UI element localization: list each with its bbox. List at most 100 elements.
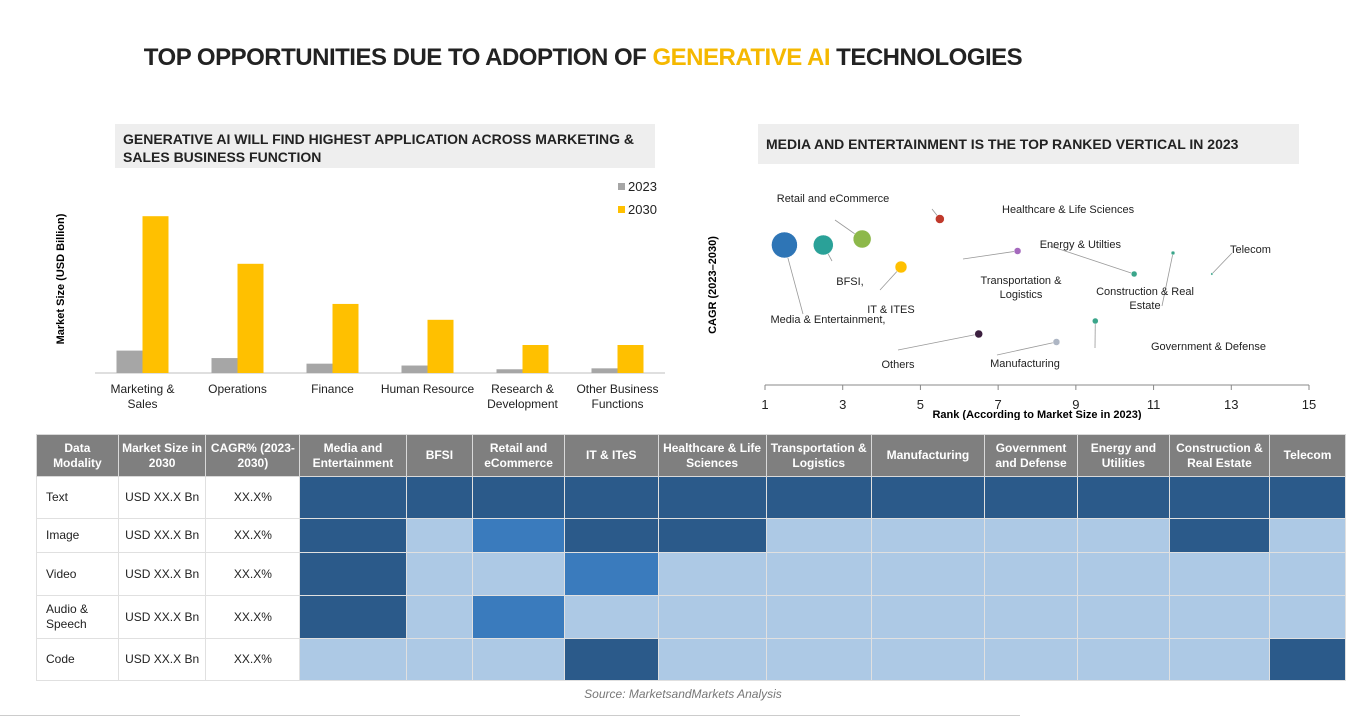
bubble-label: Transportation & Logistics (981, 275, 1063, 301)
heat-cell (563, 638, 659, 681)
x-tick-label: Human Resource (381, 382, 475, 396)
cell-cagr: XX.X% (205, 595, 301, 639)
bar-chart: Market Size (USD Billion) Marketing & Sale… (55, 179, 665, 411)
heat-cell (765, 518, 872, 553)
x-tick-label: Operations (208, 382, 267, 396)
heat-cell (984, 638, 1079, 681)
bar-2023 (496, 369, 523, 373)
heat-cell (984, 518, 1079, 553)
cell-cagr: XX.X% (205, 638, 301, 681)
heat-cell (765, 638, 872, 681)
cell-market-size: USD XX.X Bn (117, 518, 207, 553)
bar-2030 (522, 345, 549, 373)
x-tick-label: 3 (839, 397, 846, 412)
heat-cell (299, 476, 407, 519)
heat-cell (657, 595, 767, 639)
leader-line (897, 333, 979, 351)
x-tick-label: 5 (917, 397, 924, 412)
bubble (974, 329, 983, 339)
legend-label: 2030 (628, 202, 657, 217)
main-title: TOP OPPORTUNITIES DUE TO ADOPTION OF GEN… (0, 44, 1166, 72)
cell-modality: Code (36, 638, 119, 681)
bubble-label: Construction & Real Estate (1096, 286, 1194, 312)
bar-2023 (591, 368, 618, 373)
heat-cell (1168, 518, 1271, 553)
column-header: Market Size in 2030 (117, 434, 207, 477)
x-tick-label: Other Business Functions (576, 382, 658, 411)
heat-cell (765, 552, 872, 596)
bubble (1210, 272, 1214, 276)
heat-cell (299, 638, 407, 681)
column-header: IT & ITeS (563, 434, 659, 477)
heat-cell (1269, 552, 1346, 596)
heat-cell (563, 518, 659, 553)
heat-cell (657, 552, 767, 596)
bubble (771, 231, 798, 259)
table-row: Image USD XX.X Bn XX.X% (36, 518, 1346, 553)
bubble-label: Government & Defense (1151, 341, 1266, 353)
heat-cell (472, 595, 565, 639)
cell-market-size: USD XX.X Bn (117, 595, 207, 639)
heat-cell (870, 595, 986, 639)
x-tick-label: 13 (1224, 397, 1238, 412)
divider (0, 715, 1020, 716)
column-header: Telecom (1269, 434, 1346, 477)
heat-cell (1269, 518, 1346, 553)
heat-cell (405, 595, 474, 639)
bubble (1170, 250, 1176, 256)
bubble (852, 229, 872, 249)
y-axis-label: CAGR (2023–2030) (707, 236, 719, 334)
bubble (935, 214, 945, 224)
heat-cell (984, 595, 1079, 639)
heat-cell (1077, 552, 1170, 596)
leader-line (1049, 245, 1135, 275)
leader-line (1161, 252, 1174, 307)
x-tick-label: 1 (761, 397, 768, 412)
leader-line (1211, 252, 1233, 275)
heat-cell (563, 476, 659, 519)
heat-cell (405, 518, 474, 553)
table-row: Code USD XX.X Bn XX.X% (36, 638, 1346, 681)
x-tick-label: 11 (1147, 397, 1161, 412)
table-row: Text USD XX.X Bn XX.X% (36, 476, 1346, 519)
bubble (894, 260, 908, 274)
bar-2023 (211, 358, 238, 373)
heat-cell (472, 518, 565, 553)
bar-2030 (237, 263, 264, 373)
modality-vertical-table: Data Modality Market Size in 2030 CAGR% (2… (36, 434, 1346, 681)
bubble (1052, 338, 1061, 346)
bubble-label: Manufacturing (990, 358, 1060, 370)
heat-cell (299, 595, 407, 639)
y-axis-label: Market Size (USD Billion) (55, 213, 67, 344)
bubble-label: Media & Entertainment, (771, 314, 886, 326)
bubble-label: Healthcare & Life Sciences (1002, 204, 1135, 216)
heat-cell (657, 518, 767, 553)
table-header-row: Data Modality Market Size in 2030 CAGR% (2… (36, 434, 1346, 477)
leader-line (962, 250, 1018, 260)
cell-modality: Text (36, 476, 119, 519)
x-tick-label: Marketing & Sales (110, 382, 174, 411)
heat-cell (984, 476, 1079, 519)
bubble-label: Others (881, 359, 915, 371)
bubble-label: Telecom (1230, 244, 1271, 256)
heat-cell (1077, 595, 1170, 639)
table-row: Audio & Speech USD XX.X Bn XX.X% (36, 595, 1346, 639)
heat-cell (1168, 476, 1271, 519)
x-tick-label: 15 (1302, 397, 1316, 412)
legend-swatch (618, 183, 625, 190)
bubble (1013, 247, 1022, 255)
title-suffix: TECHNOLOGIES (830, 44, 1023, 71)
bubble-label: Retail and eCommerce (777, 193, 890, 205)
heat-cell (1269, 638, 1346, 681)
bar-chart-title: GENERATIVE AI WILL FIND HIGHEST APPLICAT… (115, 124, 655, 168)
heat-cell (765, 476, 872, 519)
heat-cell (870, 552, 986, 596)
heat-cell (1269, 595, 1346, 639)
column-header: Government and Defense (984, 434, 1079, 477)
bar-2023 (401, 365, 428, 373)
x-tick-label: 9 (1072, 397, 1079, 412)
bar-2030 (427, 319, 454, 373)
x-tick-label: Finance (311, 382, 354, 396)
heat-cell (1077, 638, 1170, 681)
cell-cagr: XX.X% (205, 552, 301, 596)
